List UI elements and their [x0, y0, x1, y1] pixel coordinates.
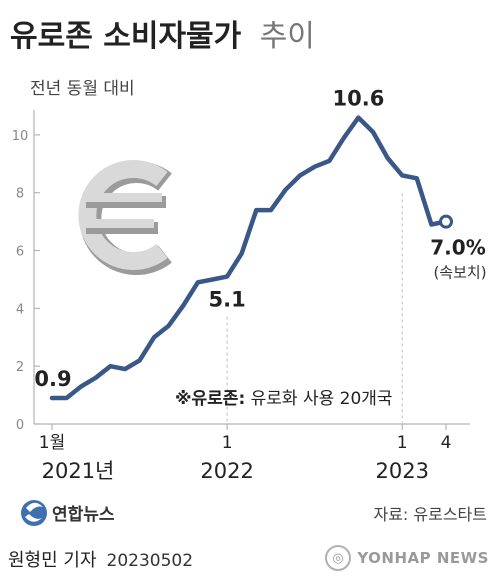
euro-sign-icon — [78, 160, 172, 275]
chart-title: 유로존 소비자물가 추이 — [10, 19, 315, 54]
yonhap-logo-icon — [21, 500, 47, 526]
data-label: 7.0% — [430, 236, 485, 260]
y-tick-label: 4 — [16, 302, 24, 317]
footer-bar — [0, 540, 499, 579]
data-label-sub: (속보치) — [433, 264, 486, 282]
x-tick-month-label: 1 — [397, 433, 408, 453]
source-text: 자료: 유로스타트 — [373, 505, 487, 524]
watermark: ◎ YONHAP NEWS — [325, 543, 489, 573]
chart-note: ※유로존: 유로화 사용 20개국 — [175, 389, 393, 409]
x-tick-month-label: 1월 — [39, 433, 65, 453]
y-tick-label: 2 — [16, 360, 24, 375]
x-tick-month-label: 1 — [222, 433, 233, 453]
y-tick-label: 6 — [16, 245, 24, 260]
x-tick-year-label: 2021년 — [42, 459, 115, 483]
y-axis-label: 전년 동월 대비 — [30, 79, 135, 99]
chart-title-main: 유로존 소비자물가 — [10, 19, 242, 54]
x-tick-year-label: 2022 — [200, 459, 253, 483]
data-label: 0.9 — [34, 367, 71, 391]
chart-note-text: 유로화 사용 20개국 — [251, 389, 393, 409]
cpi-chart: 유로존 소비자물가 추이 전년 동월 대비 0 2 4 6 8 10 1월 2021년 1 20… — [10, 19, 487, 526]
series-line — [49, 115, 449, 401]
y-tick-label: 10 — [12, 129, 29, 144]
watermark-text: YONHAP NEWS — [357, 549, 489, 567]
byline-author: 원형민 기자 — [8, 550, 97, 571]
y-tick-label: 0 — [16, 418, 24, 433]
byline: 원형민 기자 20230502 — [8, 546, 193, 572]
byline-date: 20230502 — [106, 551, 194, 571]
x-tick-month-label: 4 — [441, 433, 452, 453]
end-point-marker — [439, 214, 453, 229]
data-label: 5.1 — [209, 288, 246, 312]
x-tick-year-label: 2023 — [375, 459, 428, 483]
chart-note-prefix: ※유로존: — [175, 389, 245, 409]
y-tick-label: 8 — [16, 187, 24, 202]
data-label: 10.6 — [333, 87, 385, 111]
chart-title-suffix: 추이 — [260, 19, 315, 54]
logo-text: 연합뉴스 — [52, 504, 115, 525]
yonhap-watermark-icon: ◎ — [325, 545, 352, 571]
